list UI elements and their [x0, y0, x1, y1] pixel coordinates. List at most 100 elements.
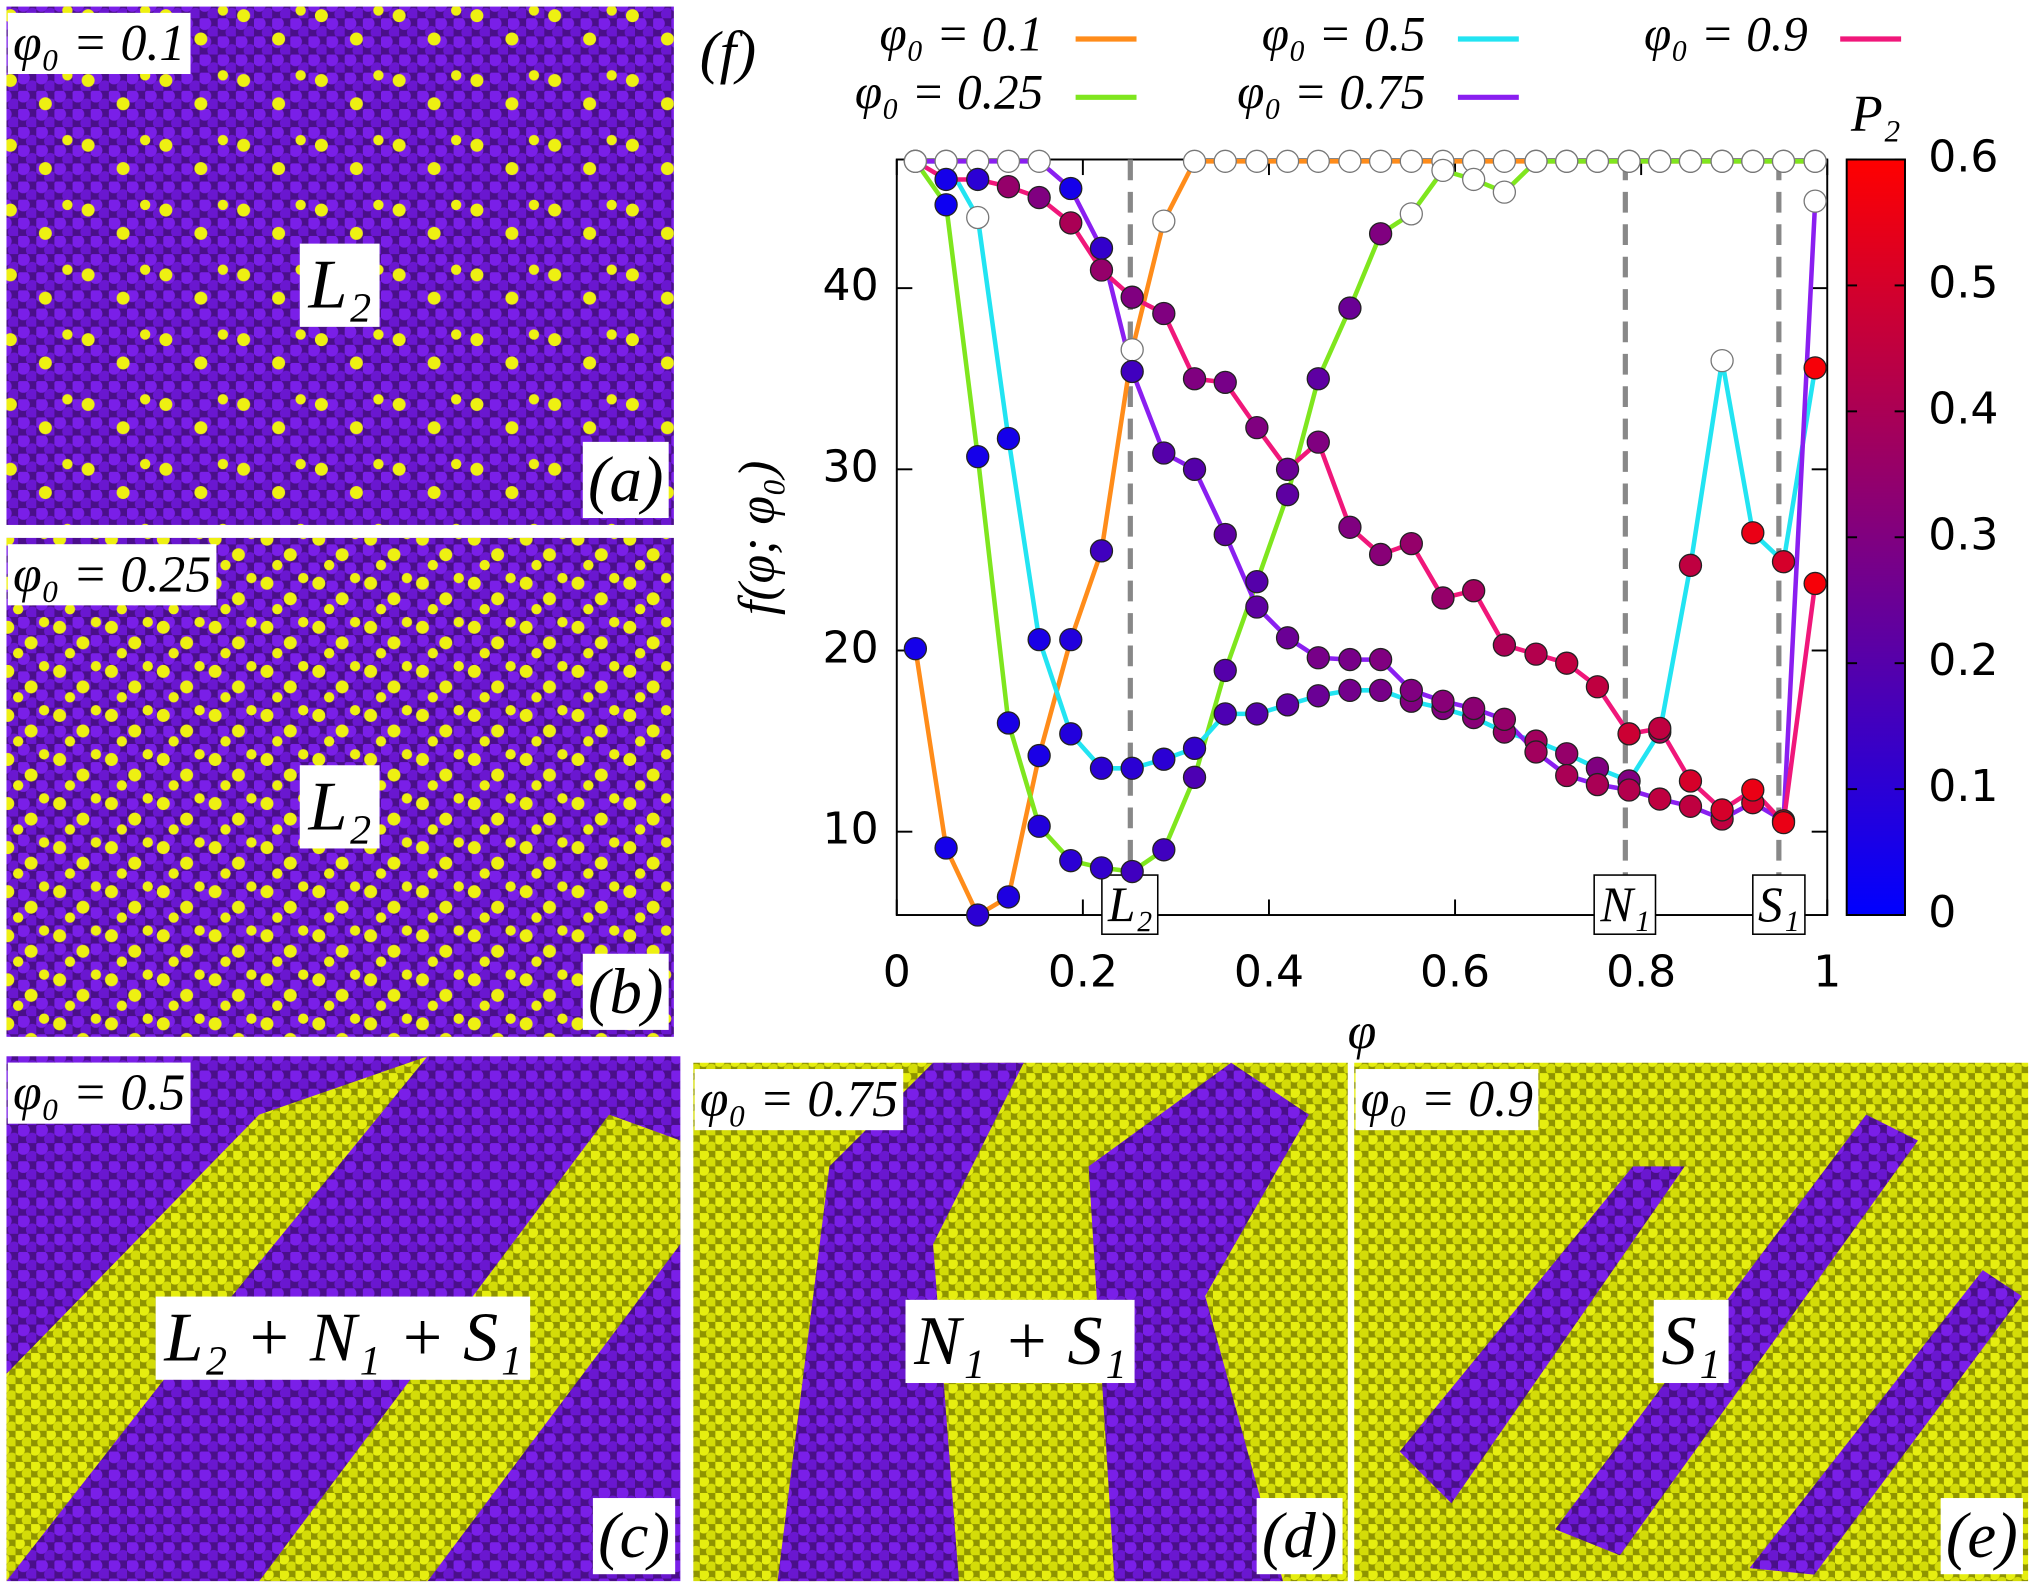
data-point	[1431, 689, 1455, 713]
panel-letter-box	[592, 1498, 676, 1575]
series-line	[914, 159, 1818, 825]
data-point	[1152, 838, 1176, 862]
colorbar-label: P₂	[1850, 86, 1901, 143]
panel-letter: (e)	[1946, 1500, 2018, 1572]
data-point	[1275, 693, 1300, 717]
data-point	[966, 903, 990, 927]
x-tick-label: 1	[1813, 947, 1841, 998]
legend-label: φ₀ = 0.25	[855, 65, 1043, 120]
data-point	[1368, 149, 1393, 173]
data-point	[1338, 149, 1362, 173]
data-point	[1803, 149, 1827, 173]
colorbar-tick-label: 0.4	[1928, 383, 1998, 434]
panel-phase: N₁ + S₁	[913, 1303, 1127, 1380]
data-point	[1431, 586, 1455, 610]
data-point	[1710, 348, 1734, 373]
data-point	[1182, 149, 1207, 173]
phase-label-box	[1752, 874, 1806, 935]
y-tick-label: 10	[823, 804, 879, 855]
data-point	[996, 711, 1021, 735]
data-point	[1368, 647, 1393, 672]
phase-label-box	[1593, 874, 1657, 935]
data-point	[1120, 359, 1144, 384]
data-point	[1338, 678, 1362, 703]
colorbar-tick-label: 0.3	[1928, 509, 1998, 560]
panel-letter-box	[582, 441, 669, 519]
panel-phi-box	[7, 544, 217, 606]
data-point	[1710, 149, 1734, 173]
panel-phi: φ₀ = 0.1	[13, 15, 185, 72]
data-point	[1555, 742, 1579, 766]
data-point	[903, 637, 928, 661]
data-point	[1089, 539, 1114, 563]
data-point	[1462, 579, 1486, 603]
phase-label: S₁	[1758, 877, 1800, 932]
snapshot-c-band	[6, 1056, 428, 1582]
data-point	[1617, 722, 1641, 746]
panel-phi-box	[694, 1069, 904, 1131]
data-point	[1678, 769, 1703, 793]
snapshot-e-band	[1749, 1270, 2022, 1575]
data-point	[1275, 483, 1300, 507]
legend-label: φ₀ = 0.75	[1237, 65, 1425, 120]
data-point	[1492, 633, 1517, 657]
data-point	[1182, 367, 1207, 391]
data-point	[1771, 149, 1796, 173]
data-point	[1710, 798, 1734, 822]
data-point	[1492, 180, 1517, 204]
phase-label: N₁	[1599, 877, 1650, 932]
data-point	[1306, 646, 1330, 670]
data-point	[1585, 149, 1610, 173]
x-tick-label: 0.2	[1048, 947, 1118, 998]
data-point	[1648, 149, 1672, 173]
data-point	[996, 175, 1021, 199]
data-point	[1059, 849, 1083, 873]
data-point	[1059, 176, 1083, 201]
data-point	[1648, 787, 1672, 811]
x-tick-label: 0.8	[1606, 947, 1676, 998]
snapshot-d-band	[1088, 1062, 1309, 1582]
data-point	[1120, 338, 1144, 362]
data-point	[1245, 569, 1269, 594]
data-point	[1059, 211, 1083, 235]
data-point	[996, 426, 1021, 451]
panel-phase-box	[299, 765, 380, 849]
phase-label-box	[1101, 874, 1159, 935]
panel-phi: φ₀ = 0.75	[700, 1071, 898, 1128]
data-point	[1152, 209, 1176, 233]
data-point	[1492, 149, 1517, 173]
data-point	[1089, 236, 1114, 260]
data-point	[1027, 185, 1051, 210]
data-point	[1338, 647, 1362, 672]
panel-phase: L₂	[308, 768, 372, 845]
data-point	[966, 205, 990, 230]
data-point	[1245, 149, 1269, 173]
data-point	[1741, 778, 1765, 802]
panel-phase: S₁	[1662, 1303, 1721, 1380]
data-point	[1524, 740, 1548, 764]
data-point	[1585, 675, 1610, 699]
data-point	[1182, 457, 1207, 481]
data-point	[1152, 441, 1176, 465]
data-point	[1306, 430, 1330, 454]
data-point	[996, 885, 1021, 909]
data-point	[1741, 149, 1765, 173]
panel-phi: φ₀ = 0.9	[1361, 1071, 1533, 1128]
data-point	[1431, 158, 1455, 183]
data-point	[1524, 149, 1548, 173]
snapshot-e-band	[1555, 1114, 1918, 1556]
data-point	[1368, 542, 1393, 567]
data-point	[1213, 149, 1237, 173]
legend-label: φ₀ = 0.9	[1644, 6, 1808, 61]
panel-phase-box	[1653, 1299, 1729, 1384]
data-point	[1089, 756, 1114, 780]
data-point	[1462, 167, 1486, 192]
x-tick-label: 0.4	[1234, 947, 1304, 998]
data-point	[1803, 356, 1827, 380]
panel-phase-box	[299, 243, 380, 327]
data-point	[1555, 763, 1579, 788]
data-point	[1059, 722, 1083, 746]
panel-letter: (a)	[588, 444, 664, 516]
data-point	[1555, 149, 1579, 173]
